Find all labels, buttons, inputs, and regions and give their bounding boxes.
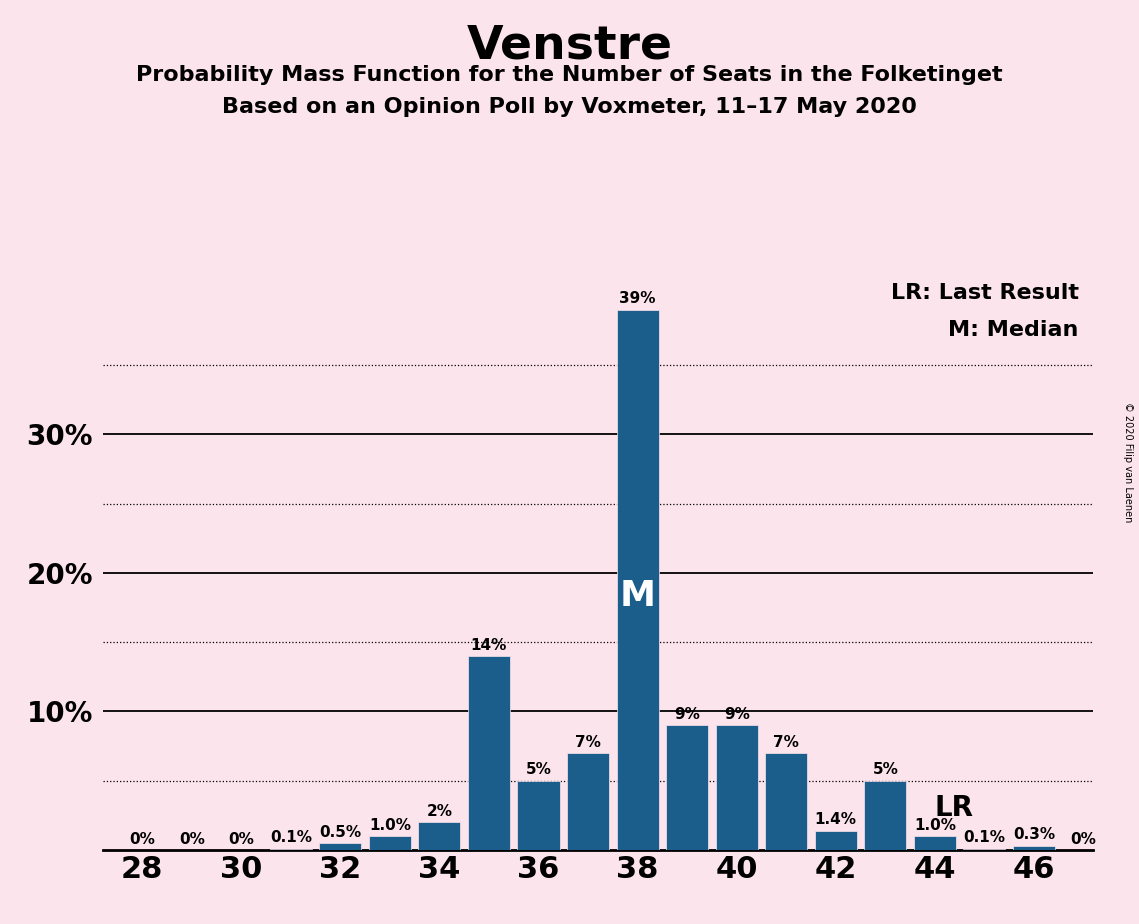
- Text: 1.4%: 1.4%: [814, 812, 857, 827]
- Text: 0.5%: 0.5%: [319, 825, 361, 840]
- Text: 1.0%: 1.0%: [913, 818, 956, 833]
- Text: 0%: 0%: [228, 832, 254, 846]
- Bar: [616, 310, 658, 850]
- Bar: [814, 831, 857, 850]
- Text: 9%: 9%: [723, 707, 749, 722]
- Text: 1.0%: 1.0%: [369, 818, 411, 833]
- Text: 0%: 0%: [129, 832, 155, 846]
- Text: 7%: 7%: [773, 735, 800, 749]
- Bar: [666, 725, 708, 850]
- Text: Venstre: Venstre: [467, 23, 672, 68]
- Bar: [865, 781, 907, 850]
- Text: © 2020 Filip van Laenen: © 2020 Filip van Laenen: [1123, 402, 1133, 522]
- Text: LR: Last Result: LR: Last Result: [891, 283, 1079, 302]
- Text: 5%: 5%: [872, 762, 899, 777]
- Bar: [468, 656, 510, 850]
- Bar: [765, 753, 808, 850]
- Text: 0.1%: 0.1%: [964, 831, 1006, 845]
- Bar: [913, 836, 956, 850]
- Text: LR: LR: [935, 795, 974, 822]
- Bar: [1013, 846, 1055, 850]
- Text: Probability Mass Function for the Number of Seats in the Folketinget: Probability Mass Function for the Number…: [137, 65, 1002, 85]
- Bar: [319, 843, 361, 850]
- Text: 39%: 39%: [620, 291, 656, 306]
- Text: 0%: 0%: [179, 832, 205, 846]
- Text: 7%: 7%: [575, 735, 601, 749]
- Bar: [715, 725, 757, 850]
- Bar: [517, 781, 559, 850]
- Text: 0%: 0%: [1071, 832, 1097, 846]
- Text: 9%: 9%: [674, 707, 700, 722]
- Text: M: M: [620, 579, 656, 613]
- Text: 0.3%: 0.3%: [1013, 828, 1055, 843]
- Text: Based on an Opinion Poll by Voxmeter, 11–17 May 2020: Based on an Opinion Poll by Voxmeter, 11…: [222, 97, 917, 117]
- Bar: [369, 836, 411, 850]
- Text: 0.1%: 0.1%: [270, 831, 312, 845]
- Bar: [964, 848, 1006, 850]
- Bar: [418, 822, 460, 850]
- Text: M: Median: M: Median: [948, 321, 1079, 340]
- Text: 5%: 5%: [525, 762, 551, 777]
- Text: 2%: 2%: [426, 804, 452, 819]
- Text: 14%: 14%: [470, 638, 507, 652]
- Bar: [270, 848, 312, 850]
- Bar: [567, 753, 609, 850]
